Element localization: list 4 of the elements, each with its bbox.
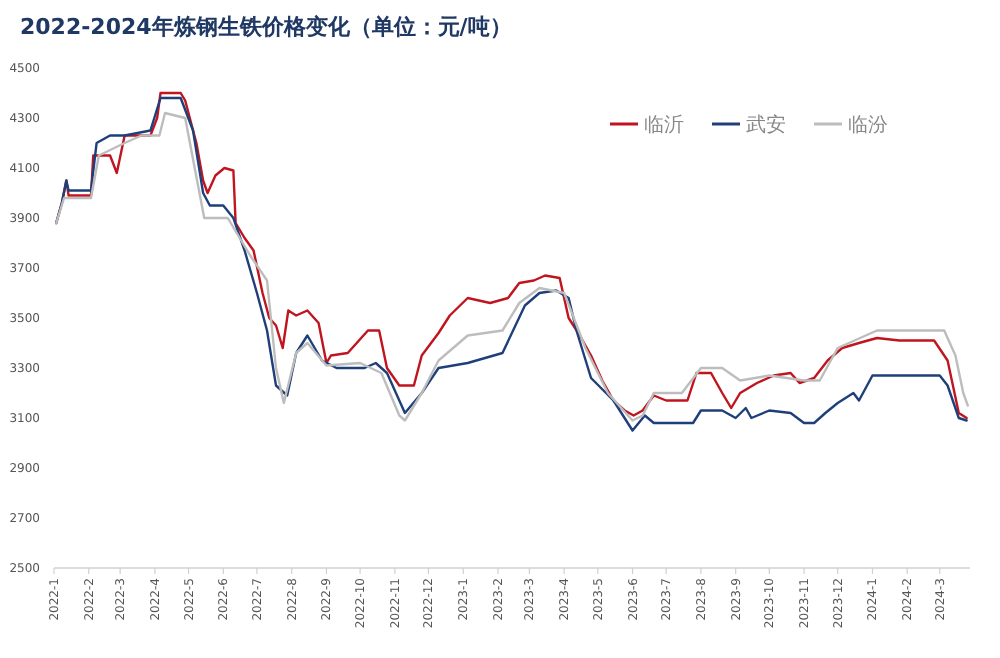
legend-label: 武安 [746, 113, 786, 137]
legend-label: 临汾 [848, 113, 888, 137]
legend-label: 临沂 [644, 113, 684, 137]
chart-title: 2022-2024年炼钢生铁价格变化（单位：元/吨） [20, 14, 512, 40]
